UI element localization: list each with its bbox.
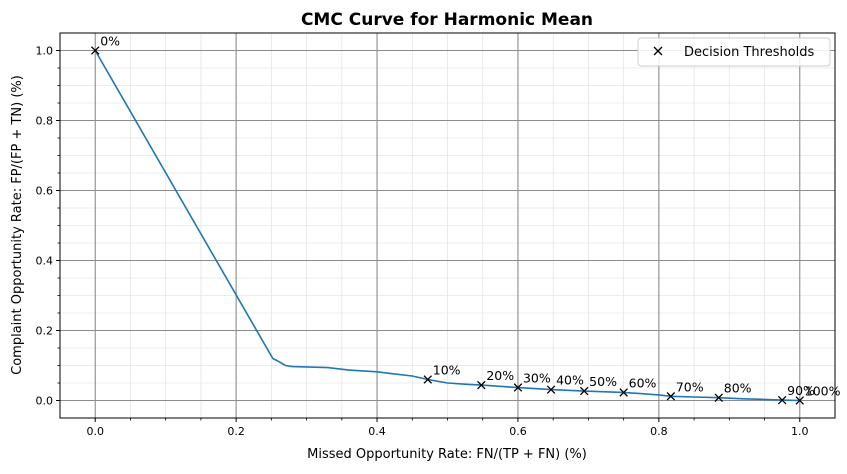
threshold-label: 70%	[676, 379, 704, 394]
x-tick-label: 0.0	[86, 425, 104, 438]
threshold-label: 90%	[787, 383, 815, 398]
x-tick-label: 1.0	[791, 425, 809, 438]
threshold-label: 40%	[556, 373, 584, 388]
threshold-label: 30%	[523, 371, 551, 386]
legend-label-decision-thresholds: Decision Thresholds	[684, 45, 815, 60]
threshold-marker-x-icon	[666, 392, 676, 401]
threshold-marker-x-icon	[579, 386, 589, 396]
y-tick-label: 0.2	[36, 325, 54, 338]
threshold-label: 50%	[589, 374, 617, 389]
legend: Decision Thresholds	[637, 37, 831, 67]
marker-stroke	[714, 393, 724, 402]
marker-stroke	[795, 396, 805, 405]
y-axis-label: Complaint Opportunity Rate: FP/(FP + TN)…	[10, 75, 25, 375]
threshold-label: 100%	[805, 384, 841, 399]
threshold-marker-x-icon	[546, 385, 556, 394]
x-tick-label: 0.8	[650, 425, 668, 438]
threshold-marker-x-icon	[423, 375, 433, 384]
series-layer	[94, 50, 800, 402]
threshold-marker-x-icon	[90, 46, 100, 55]
threshold-marker-x-icon	[714, 393, 724, 402]
y-tick-label: 0.4	[36, 255, 54, 268]
threshold-label: 20%	[486, 368, 514, 383]
legend-box	[637, 37, 831, 67]
marker-stroke	[90, 46, 100, 55]
cmc-curve-line	[94, 50, 800, 402]
threshold-label: 80%	[724, 381, 752, 396]
x-tick-label: 0.2	[227, 425, 245, 438]
y-tick-label: 1.0	[36, 45, 54, 58]
x-tick-label: 0.4	[368, 425, 386, 438]
marker-stroke	[666, 392, 676, 401]
minor-gridlines	[60, 33, 835, 418]
marker-stroke	[619, 388, 628, 397]
threshold-marker-x-icon	[795, 396, 805, 405]
y-tick-label: 0.6	[36, 185, 54, 198]
major-gridlines	[60, 33, 835, 418]
legend-marker-x-icon	[653, 46, 663, 56]
threshold-label: 10%	[433, 363, 461, 378]
y-tick-label: 0.0	[36, 395, 54, 408]
chart-title: CMC Curve for Harmonic Mean	[301, 10, 593, 30]
marker-stroke	[777, 395, 787, 405]
threshold-marker-x-icon	[777, 395, 787, 405]
threshold-label: 0%	[100, 34, 120, 49]
threshold-marker-x-icon	[477, 380, 486, 390]
marker-stroke	[513, 383, 523, 392]
marker-stroke	[477, 380, 486, 390]
y-tick-label: 0.8	[36, 115, 54, 128]
threshold-marker-x-icon	[619, 388, 628, 397]
threshold-markers	[90, 46, 805, 405]
marker-stroke	[546, 385, 556, 394]
threshold-labels: 0% 10% 20% 30% 40% 50% 60% 70% 80% 90%100%	[100, 34, 840, 399]
axis-ticks: 0.0 0.2 0.4 0.6 0.8 1.0 0.0 0.2 0.4 0.6 0.8 1.0	[36, 45, 809, 439]
x-axis-label: Missed Opportunity Rate: FN/(TP + FN) (%…	[307, 447, 587, 462]
threshold-marker-x-icon	[513, 383, 523, 392]
marker-stroke	[579, 386, 589, 396]
threshold-label: 60%	[629, 375, 657, 390]
marker-stroke	[423, 375, 433, 384]
x-tick-label: 0.6	[509, 425, 527, 438]
